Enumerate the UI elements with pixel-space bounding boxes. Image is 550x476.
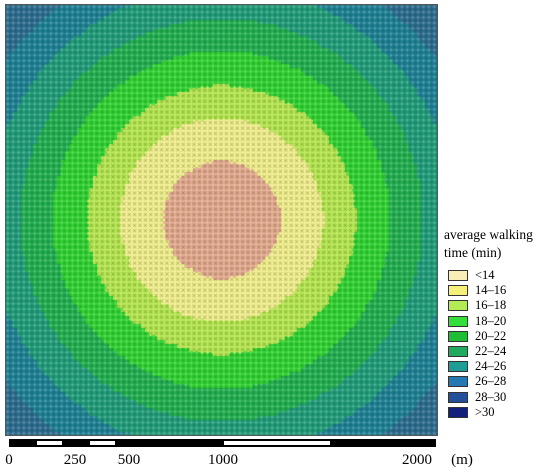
legend-label: 24–26 [475, 359, 507, 374]
scale-bar-segment-white [90, 441, 115, 445]
scale-bar-segment-white [37, 441, 62, 445]
legend-swatch [448, 391, 468, 403]
scale-bar: 0 250 500 1000 2000 (m) [0, 436, 550, 476]
scale-tick-2000: 2000 [402, 452, 432, 468]
legend-item: 16–18 [444, 298, 548, 313]
legend-label: 14–16 [475, 283, 507, 298]
legend-swatch [448, 376, 468, 388]
legend-item: 20–22 [444, 329, 548, 344]
legend-label: 22–24 [475, 344, 507, 359]
legend-item: <14 [444, 268, 548, 283]
scale-tick-1000: 1000 [208, 452, 238, 468]
legend-swatch [448, 270, 468, 282]
legend-items: <14 14–16 16–18 18–20 20–22 22–24 24–26 26–28 28… [444, 268, 548, 420]
scale-bar-outline [9, 439, 436, 447]
scale-bar-segment-white [224, 441, 330, 445]
legend-label: 26–28 [475, 374, 507, 389]
scale-tick-0: 0 [5, 452, 13, 468]
legend-item: 24–26 [444, 359, 548, 374]
walking-time-grid [5, 4, 438, 436]
legend-title-line1: average walking [444, 227, 533, 242]
legend-label: 16–18 [475, 298, 507, 313]
legend-swatch [448, 315, 468, 327]
legend-swatch [448, 300, 468, 312]
scale-tick-500: 500 [117, 452, 141, 468]
legend-swatch [448, 406, 468, 418]
legend-title-line2: time (min) [444, 245, 502, 260]
legend-swatch [448, 346, 468, 358]
legend-item: 22–24 [444, 344, 548, 359]
scale-unit: (m) [451, 452, 473, 468]
legend-label: 20–22 [475, 328, 507, 343]
legend-swatch [448, 330, 468, 342]
legend-item: >30 [444, 405, 548, 420]
legend-label: 28–30 [475, 389, 507, 404]
legend: average walking time (min) <14 14–16 16–18… [444, 226, 548, 420]
scale-bar-graphic [9, 439, 436, 447]
walking-time-map [5, 4, 438, 436]
legend-item: 14–16 [444, 283, 548, 298]
scale-tick-250: 250 [63, 452, 87, 468]
legend-item: 28–30 [444, 390, 548, 405]
legend-label: >30 [475, 404, 495, 419]
legend-swatch [448, 361, 468, 373]
legend-item: 26–28 [444, 374, 548, 389]
legend-swatch [448, 285, 468, 297]
legend-label: 18–20 [475, 313, 507, 328]
legend-label: <14 [475, 268, 495, 283]
legend-item: 18–20 [444, 314, 548, 329]
